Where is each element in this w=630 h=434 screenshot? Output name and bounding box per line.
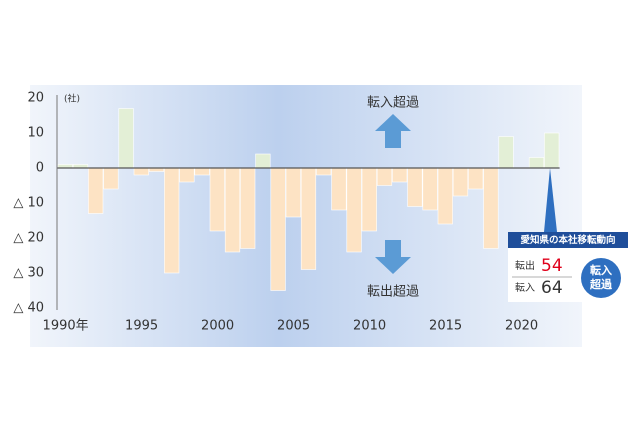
badge: [581, 258, 621, 298]
y-tick-label: 10: [27, 126, 44, 141]
bar: [346, 167, 362, 253]
bar: [544, 132, 560, 169]
annotation-down: 転出超過: [367, 285, 419, 300]
bar: [316, 167, 332, 176]
bar: [103, 167, 119, 190]
inset: 愛知県の本社移転動向 転入 超過 転出 54 転入 64: [508, 168, 628, 302]
y-tick-label: 0: [36, 161, 44, 176]
bar: [164, 167, 180, 274]
inset-row-value: 54: [541, 256, 563, 276]
y-tick-label: △ 30: [13, 266, 44, 281]
badge-text: 超過: [589, 277, 613, 291]
bar: [361, 167, 377, 232]
bar: [331, 167, 347, 211]
bar: [468, 167, 484, 190]
bar: [179, 167, 195, 183]
inset-title-bar: [508, 232, 628, 248]
x-tick-label: 1995: [125, 319, 158, 334]
inset-title: 愛知県の本社移転動向: [520, 234, 615, 246]
inset-row-label: 転出: [515, 259, 535, 272]
down-arrow: [375, 240, 411, 274]
bar: [498, 136, 514, 169]
y-tick-label: △ 20: [13, 231, 44, 246]
y-tick-label: 20: [27, 91, 44, 106]
bar: [88, 167, 104, 214]
x-tick-label: 2015: [429, 319, 462, 334]
bar: [224, 167, 241, 253]
bar: [392, 167, 408, 183]
x-tick-label: 1990年: [43, 319, 89, 334]
bar: [133, 167, 149, 176]
bar: [376, 167, 393, 186]
bar: [422, 167, 438, 211]
inset-row-value: 64: [541, 278, 563, 298]
pointer: [544, 168, 557, 232]
bar: [240, 167, 256, 249]
inset-row-label: 転入: [515, 282, 535, 294]
y-tick-label: △ 10: [13, 196, 44, 211]
x-tick-label: 2020: [505, 319, 538, 334]
bar: [452, 167, 469, 197]
bar: [285, 167, 301, 218]
bar: [194, 167, 210, 176]
x-tick-label: 2005: [277, 319, 310, 334]
up-arrow: [375, 114, 411, 148]
annotation-up: 転入超過: [367, 96, 419, 111]
bar: [483, 167, 499, 249]
bar: [437, 167, 453, 225]
bar: [209, 167, 225, 232]
x-tick-label: 2010: [353, 319, 386, 334]
badge-text: 転入: [590, 263, 612, 277]
bar: [270, 167, 286, 291]
y-tick-label: △ 40: [13, 301, 44, 316]
x-tick-label: 2000: [201, 319, 234, 334]
bar: [118, 108, 134, 169]
bar: [300, 167, 317, 270]
bar: [528, 157, 545, 169]
bar: [407, 167, 423, 207]
bar: [255, 153, 271, 169]
y-axis-label: (社): [64, 93, 80, 105]
